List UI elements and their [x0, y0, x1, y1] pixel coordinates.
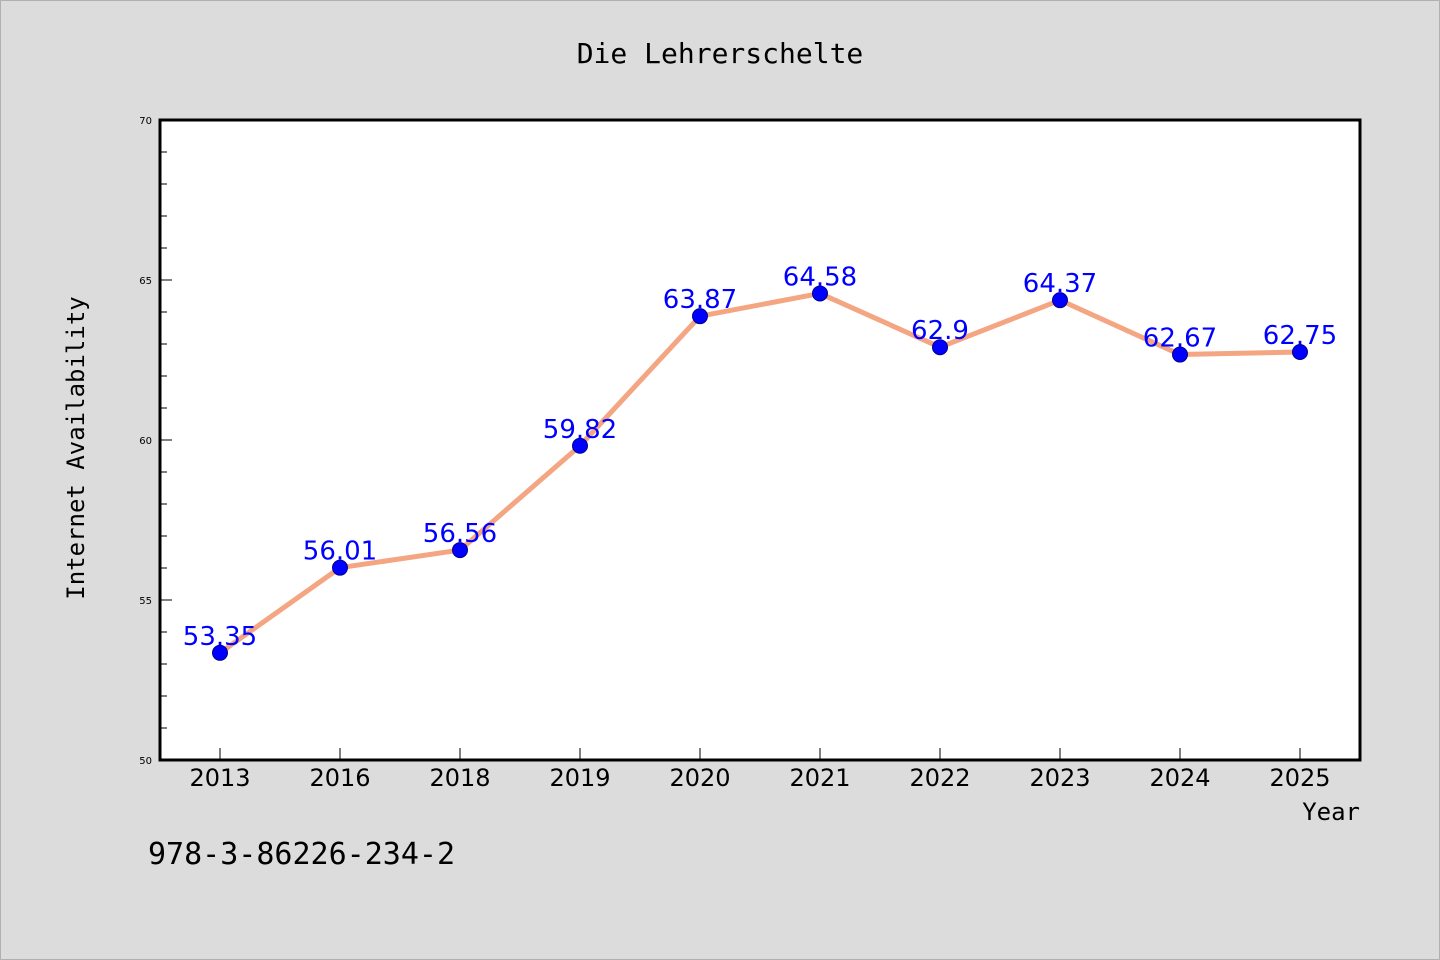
x-tick-label: 2022 — [909, 764, 970, 792]
x-tick-label: 2018 — [429, 764, 490, 792]
data-point-marker — [212, 644, 228, 661]
series-line — [218, 290, 1301, 655]
data-label: 53.35 — [183, 622, 257, 652]
x-tick-label: 2019 — [549, 764, 610, 792]
data-label: 64.58 — [783, 262, 857, 292]
chart-title: Die Lehrerschelte — [577, 37, 864, 70]
data-point-marker — [1052, 292, 1068, 309]
x-tick-label: 2024 — [1149, 764, 1210, 792]
x-tick-label: 2021 — [789, 764, 850, 792]
y-axis-ticks: 50 55 60 65 70 — [139, 116, 172, 767]
y-tick-label: 70 — [139, 116, 152, 127]
x-tick-label: 2025 — [1269, 764, 1330, 792]
x-tick-label: 2020 — [669, 764, 730, 792]
data-label: 56.01 — [303, 537, 377, 567]
data-label: 62.75 — [1263, 321, 1337, 351]
data-point-marker — [692, 308, 708, 325]
data-point-marker — [452, 542, 468, 559]
data-point-marker — [1292, 344, 1308, 360]
y-tick-label: 65 — [139, 276, 152, 287]
data-point-marker — [332, 559, 348, 576]
y-tick-label: 60 — [139, 436, 152, 447]
data-label: 59.82 — [543, 415, 617, 445]
data-point-marker — [572, 437, 588, 454]
series-markers — [212, 285, 1308, 661]
data-label: 62.9 — [911, 316, 969, 346]
data-point-marker — [1172, 346, 1188, 363]
data-label: 62.67 — [1143, 324, 1217, 354]
footer-code: 978-3-86226-234-2 — [148, 837, 455, 872]
data-point-marker — [812, 285, 828, 302]
plot-area — [158, 118, 1362, 762]
x-axis-label: Year — [1302, 798, 1360, 826]
x-tick-label: 2013 — [189, 764, 250, 792]
y-tick-label: 55 — [139, 596, 152, 607]
y-minor-ticks — [160, 151, 167, 729]
y-tick-label: 50 — [139, 756, 152, 767]
data-label: 64.37 — [1023, 269, 1097, 299]
data-label: 63.87 — [663, 285, 737, 315]
y-axis-label: Internet Availability — [62, 296, 90, 599]
x-tick-label: 2016 — [309, 764, 370, 792]
x-axis-ticks: 2013 2016 2018 2019 2020 2021 2022 2023 2024 2025 — [189, 748, 1331, 792]
data-label: 56.56 — [423, 519, 497, 549]
x-tick-label: 2023 — [1029, 764, 1090, 792]
data-point-marker — [932, 339, 948, 356]
data-labels: 53.35 56.01 56.56 59.82 63.87 64.58 62.9 64.37 6… — [183, 262, 1337, 651]
